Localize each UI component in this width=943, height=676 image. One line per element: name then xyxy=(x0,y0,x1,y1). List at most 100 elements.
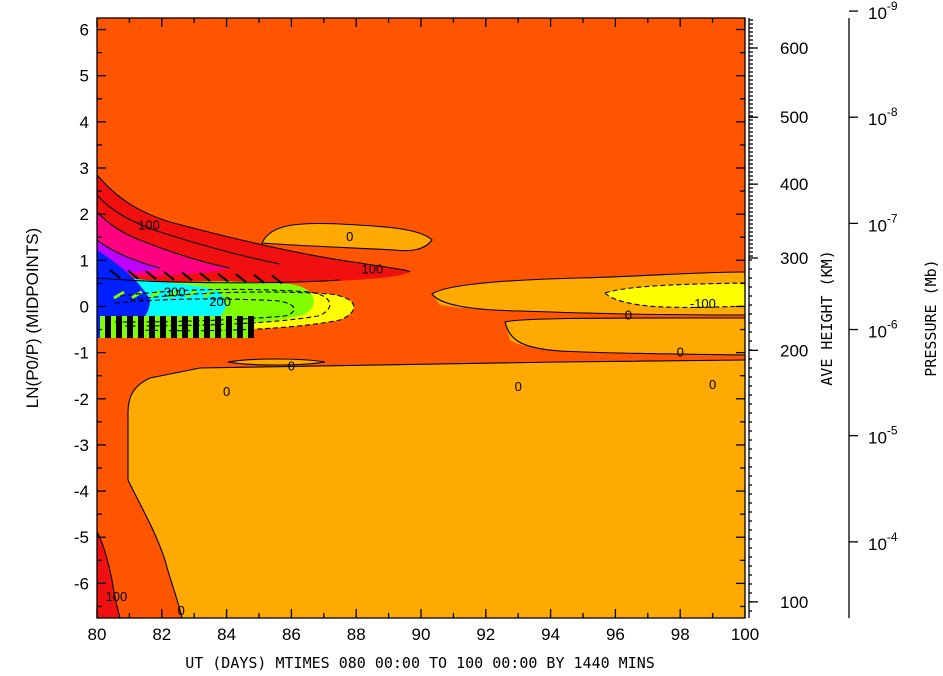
dash-mark xyxy=(217,272,229,283)
pressure-exponent: -8 xyxy=(887,105,898,119)
y-axis: 6 5 4 3 2 1 0 -1 -2 -3 -4 -5 -6 xyxy=(74,21,745,608)
x-tick-label: 96 xyxy=(606,625,625,644)
dash-mark xyxy=(253,274,265,284)
x-tick-label: 100 xyxy=(731,625,759,644)
y-tick-label: -3 xyxy=(74,436,89,455)
stripe-bar xyxy=(199,316,204,338)
contour-line-upper-zero xyxy=(261,222,433,252)
stripe-bar xyxy=(133,316,138,338)
x-tick-label: 94 xyxy=(541,625,560,644)
pressure-tick-label: 10-6 xyxy=(868,318,898,342)
pressure-exponent: -9 xyxy=(887,0,898,13)
small-zero-blob xyxy=(228,359,325,365)
stripe-gap xyxy=(182,316,188,338)
contour-line-200 xyxy=(97,194,281,265)
contour-label: 0 xyxy=(178,603,185,618)
y-tick-label: 6 xyxy=(80,21,89,40)
stripe-gap xyxy=(226,316,232,338)
dash-mark-green xyxy=(185,289,197,299)
dash-mark-green xyxy=(221,288,233,298)
x-tick-label: 80 xyxy=(88,625,107,644)
contour-line-small-blob xyxy=(227,358,326,366)
pressure-tick-label: 10-9 xyxy=(868,0,898,23)
dash-mark-green xyxy=(113,290,125,300)
pressure-axis: 10-9 10-8 10-7 10-6 10-5 10-4 xyxy=(849,0,898,554)
stripe-bar xyxy=(100,316,105,338)
contour-line-300 xyxy=(97,211,231,269)
contour-labels: 100 300 200 100 0 0 -100 0 0 0 0 0 100 0 xyxy=(106,218,717,618)
y-tick-label: 0 xyxy=(80,297,89,316)
contour-label: 0 xyxy=(709,377,716,392)
x-tick-label: 82 xyxy=(152,625,171,644)
stripe-gap xyxy=(127,316,133,338)
dash-mark xyxy=(127,269,139,280)
height-axis: 600 500 400 300 200 100 xyxy=(749,19,808,612)
dash-mark-green xyxy=(167,289,179,299)
y-tick-label: 3 xyxy=(80,159,89,178)
contour-line-lower-zero xyxy=(127,359,745,480)
contour-label: 100 xyxy=(106,589,128,604)
x-tick-label: 88 xyxy=(347,625,366,644)
stripe-bar xyxy=(232,316,237,338)
y-tick-label: 4 xyxy=(80,113,89,132)
stripe-bar xyxy=(122,316,127,338)
contour-label: 0 xyxy=(625,308,632,323)
contour-label: 300 xyxy=(164,285,186,300)
x-tick-label: 92 xyxy=(476,625,495,644)
stripe-gap xyxy=(193,316,199,338)
contour-label: 0 xyxy=(515,379,522,394)
pressure-tick-label: 10-4 xyxy=(868,530,898,554)
stripe-bar xyxy=(155,316,160,338)
height-tick-label: 100 xyxy=(780,593,808,612)
striped-region xyxy=(100,269,287,338)
height-axis-title: AVE HEIGHT (KM) xyxy=(818,250,836,385)
x-axis-title: UT (DAYS) MTIMES 080 00:00 TO 100 00:00 … xyxy=(185,654,655,672)
contour-line-400 xyxy=(97,239,161,269)
contour-line-bottom-zero xyxy=(127,479,183,618)
dash-mark-green xyxy=(131,290,143,299)
contour-label: 100 xyxy=(138,218,160,233)
contour-label: 200 xyxy=(209,294,231,309)
contour-label: 0 xyxy=(223,384,230,399)
contour-line-neg-oval-2 xyxy=(119,288,331,327)
contour-line-right-lower xyxy=(504,317,745,356)
dash-mark-green xyxy=(239,288,251,298)
x-tick-label: 86 xyxy=(282,625,301,644)
contour-label: 0 xyxy=(288,358,295,373)
contour-label: 0 xyxy=(677,345,684,360)
dash-mark xyxy=(181,271,193,282)
stripe-gap xyxy=(116,316,122,338)
stripe-gap xyxy=(215,316,221,338)
y-tick-label: -4 xyxy=(74,482,89,501)
pressure-exponent: -6 xyxy=(887,318,898,332)
stripe-gap xyxy=(204,316,210,338)
stripe-gap xyxy=(160,316,166,338)
y-tick-label: -1 xyxy=(74,344,89,363)
contour-lines xyxy=(97,174,745,618)
x-tick-label: 98 xyxy=(671,625,690,644)
stripe-gap xyxy=(171,316,177,338)
stripe-bar xyxy=(243,316,248,338)
y-axis-title: LN(P0/P) (MIDPOINTS) xyxy=(23,228,42,408)
dash-mark-green xyxy=(203,289,215,298)
y-tick-label: 1 xyxy=(80,251,89,270)
height-tick-label: 500 xyxy=(780,108,808,127)
height-tick-label: 300 xyxy=(780,249,808,268)
stripe-bar xyxy=(221,316,226,338)
y-tick-label: -2 xyxy=(74,390,89,409)
bottom-left-red-region xyxy=(97,532,120,618)
right-yellow-region xyxy=(605,283,745,308)
stripe-bar xyxy=(111,316,116,338)
y-tick-label: 5 xyxy=(80,67,89,86)
x-tick-label: 90 xyxy=(412,625,431,644)
contour-label: -100 xyxy=(690,296,716,311)
y-tick-label: -5 xyxy=(74,528,89,547)
height-tick-label: 600 xyxy=(780,39,808,58)
y-tick-label: -6 xyxy=(74,574,89,593)
contour-line-middle-red xyxy=(97,277,341,284)
contour-line-neg-oval-3 xyxy=(114,298,295,323)
stripe-gap xyxy=(149,316,155,338)
stripe-bar xyxy=(144,316,149,338)
contour-label: 0 xyxy=(346,229,353,244)
